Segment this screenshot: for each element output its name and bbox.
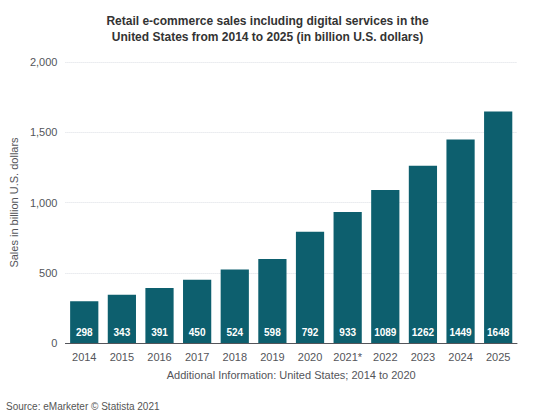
svg-text:0: 0 — [51, 337, 57, 349]
svg-text:Sales in billion U.S. dollars: Sales in billion U.S. dollars — [8, 137, 20, 268]
svg-text:1648: 1648 — [487, 327, 510, 338]
svg-text:450: 450 — [189, 327, 206, 338]
svg-text:933: 933 — [339, 327, 356, 338]
svg-text:2018: 2018 — [223, 351, 247, 363]
svg-text:Additional Information: United: Additional Information: United States; 2… — [167, 369, 416, 381]
svg-text:391: 391 — [151, 327, 168, 338]
svg-text:2025: 2025 — [486, 351, 510, 363]
svg-text:1,000: 1,000 — [30, 197, 58, 209]
svg-text:Source: eMarketer © Statista 2: Source: eMarketer © Statista 2021 — [6, 401, 160, 412]
svg-text:2017: 2017 — [185, 351, 209, 363]
svg-text:298: 298 — [76, 327, 93, 338]
svg-text:Retail e-commerce sales includ: Retail e-commerce sales including digita… — [106, 14, 428, 28]
svg-text:500: 500 — [39, 267, 57, 279]
svg-text:1089: 1089 — [374, 327, 397, 338]
svg-text:2024: 2024 — [448, 351, 472, 363]
svg-text:2015: 2015 — [110, 351, 134, 363]
svg-text:2,000: 2,000 — [30, 56, 58, 68]
svg-text:343: 343 — [114, 327, 131, 338]
svg-text:2019: 2019 — [260, 351, 284, 363]
svg-text:1449: 1449 — [449, 327, 472, 338]
svg-text:2023: 2023 — [411, 351, 435, 363]
svg-text:2020: 2020 — [298, 351, 322, 363]
svg-text:United States from 2014 to 202: United States from 2014 to 2025 (in bill… — [112, 30, 423, 44]
svg-text:792: 792 — [302, 327, 319, 338]
svg-text:2021*: 2021* — [333, 351, 362, 363]
svg-text:1,500: 1,500 — [30, 126, 58, 138]
svg-text:2022: 2022 — [373, 351, 397, 363]
svg-text:598: 598 — [264, 327, 281, 338]
svg-text:1262: 1262 — [412, 327, 435, 338]
svg-text:524: 524 — [226, 327, 243, 338]
svg-text:2016: 2016 — [147, 351, 171, 363]
svg-text:2014: 2014 — [72, 351, 96, 363]
